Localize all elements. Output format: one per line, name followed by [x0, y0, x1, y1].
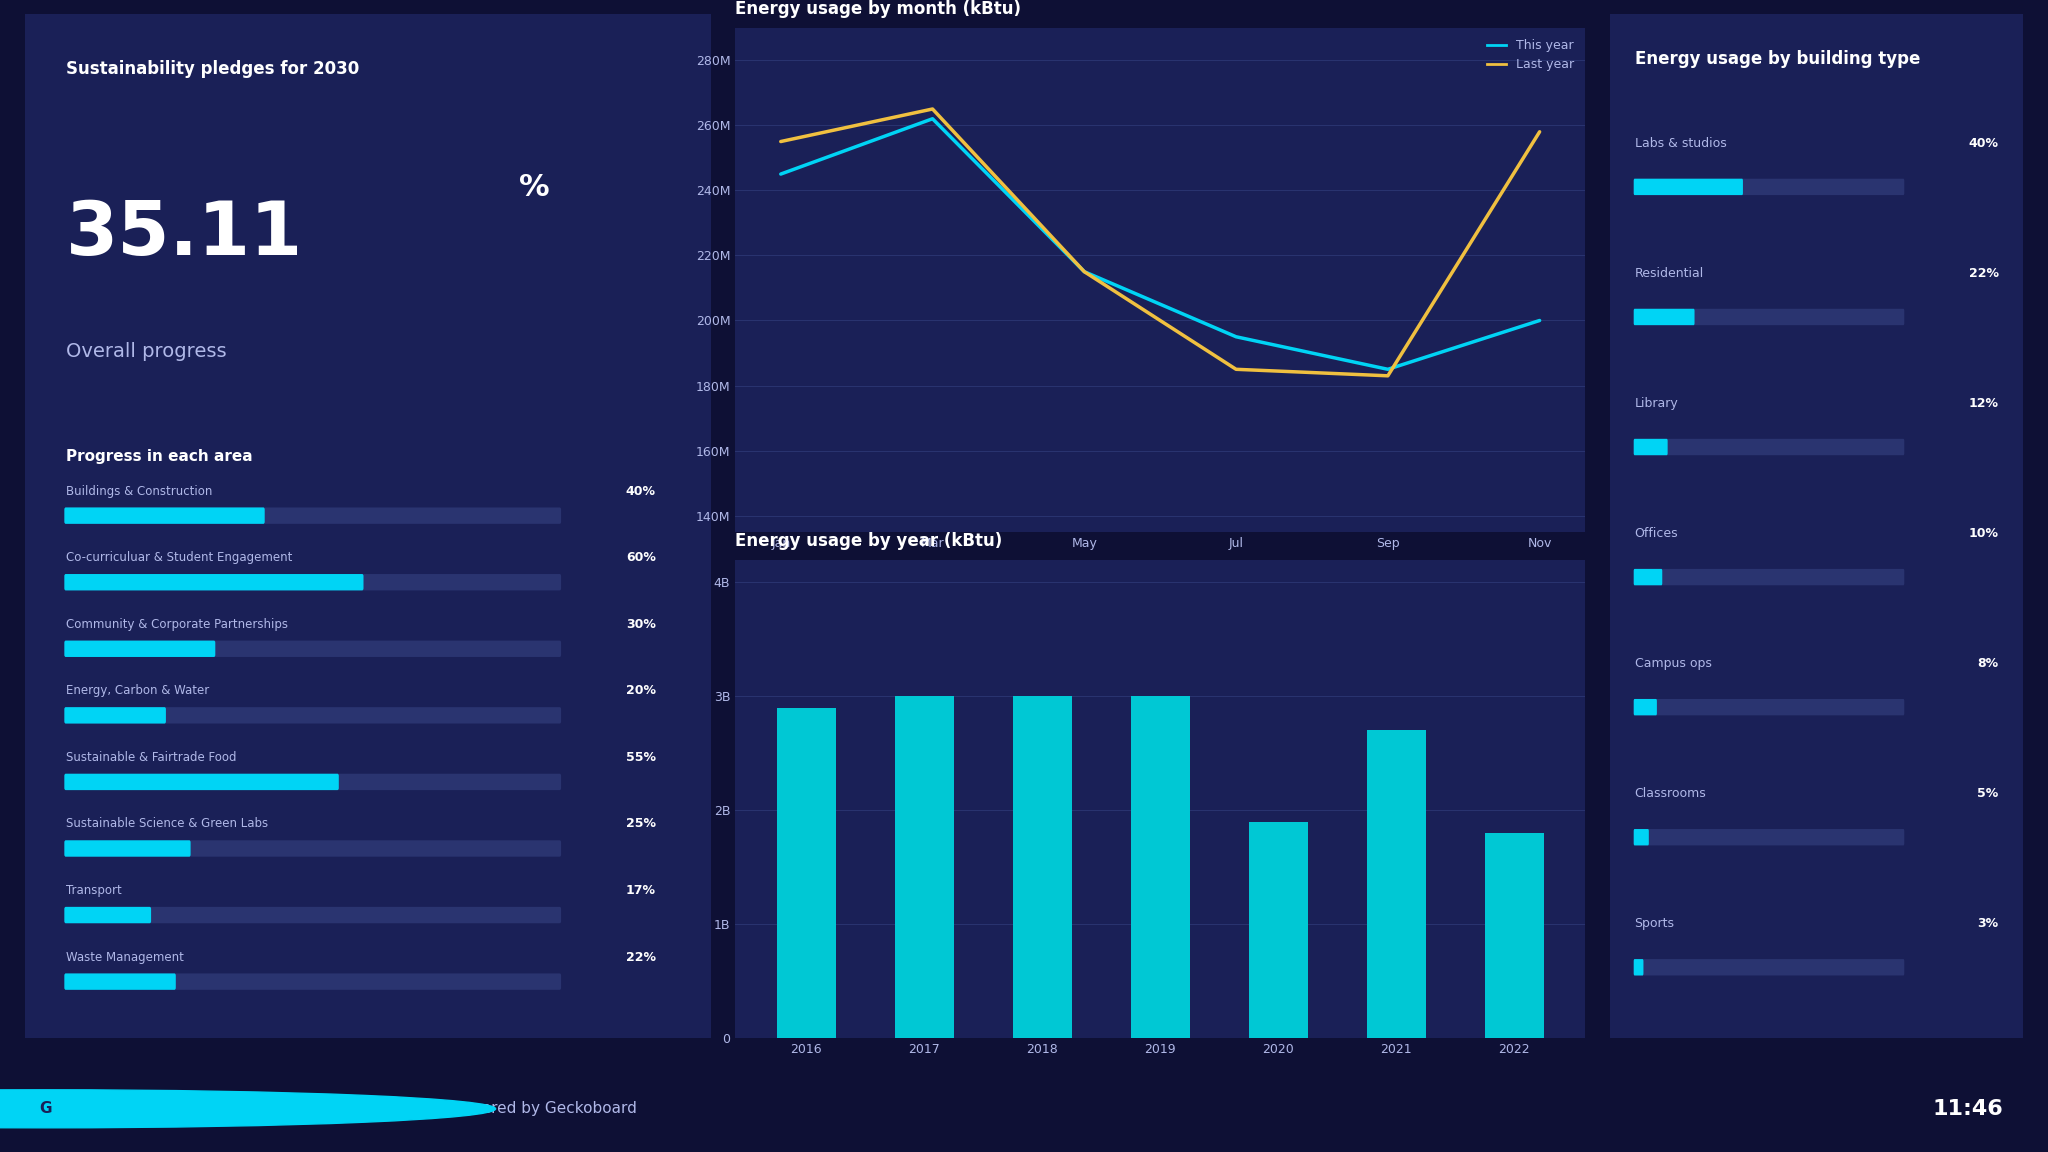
Text: Energy usage by building type: Energy usage by building type: [1634, 50, 1919, 68]
Text: 40%: 40%: [1968, 137, 1999, 150]
Bar: [776, 707, 836, 1038]
Text: Library: Library: [1634, 396, 1677, 410]
FancyBboxPatch shape: [63, 774, 338, 790]
FancyBboxPatch shape: [1634, 829, 1649, 846]
Text: 22%: 22%: [627, 950, 655, 963]
Text: 10%: 10%: [1968, 526, 1999, 540]
Text: Sustainability dashboard: Sustainability dashboard: [98, 1099, 412, 1119]
FancyBboxPatch shape: [1634, 699, 1657, 715]
Text: Energy, Carbon & Water: Energy, Carbon & Water: [66, 684, 209, 697]
Text: 3%: 3%: [1978, 917, 1999, 930]
Text: Offices: Offices: [1634, 526, 1677, 540]
Bar: [1249, 821, 1309, 1038]
FancyBboxPatch shape: [1634, 439, 1905, 455]
Text: Labs & studios: Labs & studios: [1634, 137, 1726, 150]
Text: Sustainability pledges for 2030: Sustainability pledges for 2030: [66, 60, 358, 78]
Text: Progress in each area: Progress in each area: [66, 449, 252, 464]
Bar: [895, 696, 954, 1038]
FancyBboxPatch shape: [63, 507, 561, 524]
Text: Sustainable Science & Green Labs: Sustainable Science & Green Labs: [66, 818, 268, 831]
Text: Energy usage by month (kBtu): Energy usage by month (kBtu): [735, 0, 1022, 17]
Text: Powered by Geckoboard: Powered by Geckoboard: [451, 1101, 637, 1116]
FancyBboxPatch shape: [1634, 569, 1905, 585]
Text: 60%: 60%: [627, 551, 655, 564]
FancyBboxPatch shape: [63, 707, 561, 723]
FancyBboxPatch shape: [63, 707, 166, 723]
FancyBboxPatch shape: [63, 840, 190, 857]
Text: 35.11: 35.11: [66, 198, 303, 271]
Text: Transport: Transport: [66, 884, 121, 897]
Text: 17%: 17%: [627, 884, 655, 897]
Text: Waste Management: Waste Management: [66, 950, 184, 963]
FancyBboxPatch shape: [1634, 960, 1905, 976]
FancyBboxPatch shape: [1634, 439, 1667, 455]
FancyBboxPatch shape: [1634, 179, 1905, 195]
FancyBboxPatch shape: [63, 574, 561, 591]
Text: Overall progress: Overall progress: [66, 341, 227, 361]
FancyBboxPatch shape: [1634, 829, 1905, 846]
Text: Residential: Residential: [1634, 267, 1704, 280]
FancyBboxPatch shape: [63, 907, 152, 923]
FancyBboxPatch shape: [63, 507, 264, 524]
Text: 40%: 40%: [627, 485, 655, 498]
FancyBboxPatch shape: [63, 774, 561, 790]
Text: 30%: 30%: [627, 617, 655, 630]
Text: 22%: 22%: [1968, 267, 1999, 280]
Bar: [1366, 730, 1425, 1038]
FancyBboxPatch shape: [1634, 309, 1905, 325]
FancyBboxPatch shape: [63, 907, 561, 923]
Bar: [1485, 833, 1544, 1038]
Text: Co-curriculuar & Student Engagement: Co-curriculuar & Student Engagement: [66, 551, 293, 564]
FancyBboxPatch shape: [63, 973, 176, 990]
Text: 55%: 55%: [627, 751, 655, 764]
Text: G: G: [39, 1101, 51, 1116]
Text: 20%: 20%: [627, 684, 655, 697]
FancyBboxPatch shape: [63, 840, 561, 857]
Text: 25%: 25%: [627, 818, 655, 831]
Text: Sustainable & Fairtrade Food: Sustainable & Fairtrade Food: [66, 751, 236, 764]
FancyBboxPatch shape: [63, 574, 362, 591]
Text: Community & Corporate Partnerships: Community & Corporate Partnerships: [66, 617, 287, 630]
Text: 12%: 12%: [1968, 396, 1999, 410]
Text: Sports: Sports: [1634, 917, 1675, 930]
FancyBboxPatch shape: [1634, 179, 1743, 195]
FancyBboxPatch shape: [63, 641, 561, 657]
FancyBboxPatch shape: [1634, 309, 1694, 325]
FancyBboxPatch shape: [63, 641, 215, 657]
Bar: [1012, 696, 1071, 1038]
Text: 11:46: 11:46: [1931, 1099, 2003, 1119]
Text: %: %: [518, 173, 549, 202]
Text: Buildings & Construction: Buildings & Construction: [66, 485, 213, 498]
Text: 5%: 5%: [1978, 787, 1999, 799]
Text: Campus ops: Campus ops: [1634, 657, 1712, 670]
FancyBboxPatch shape: [63, 973, 561, 990]
FancyBboxPatch shape: [1634, 699, 1905, 715]
Text: Energy usage by year (kBtu): Energy usage by year (kBtu): [735, 532, 1001, 550]
Text: 8%: 8%: [1978, 657, 1999, 670]
FancyBboxPatch shape: [1634, 960, 1642, 976]
Legend: This year, Last year: This year, Last year: [1483, 33, 1579, 76]
Bar: [1130, 696, 1190, 1038]
FancyBboxPatch shape: [1634, 569, 1663, 585]
Text: Classrooms: Classrooms: [1634, 787, 1706, 799]
Circle shape: [0, 1090, 496, 1128]
